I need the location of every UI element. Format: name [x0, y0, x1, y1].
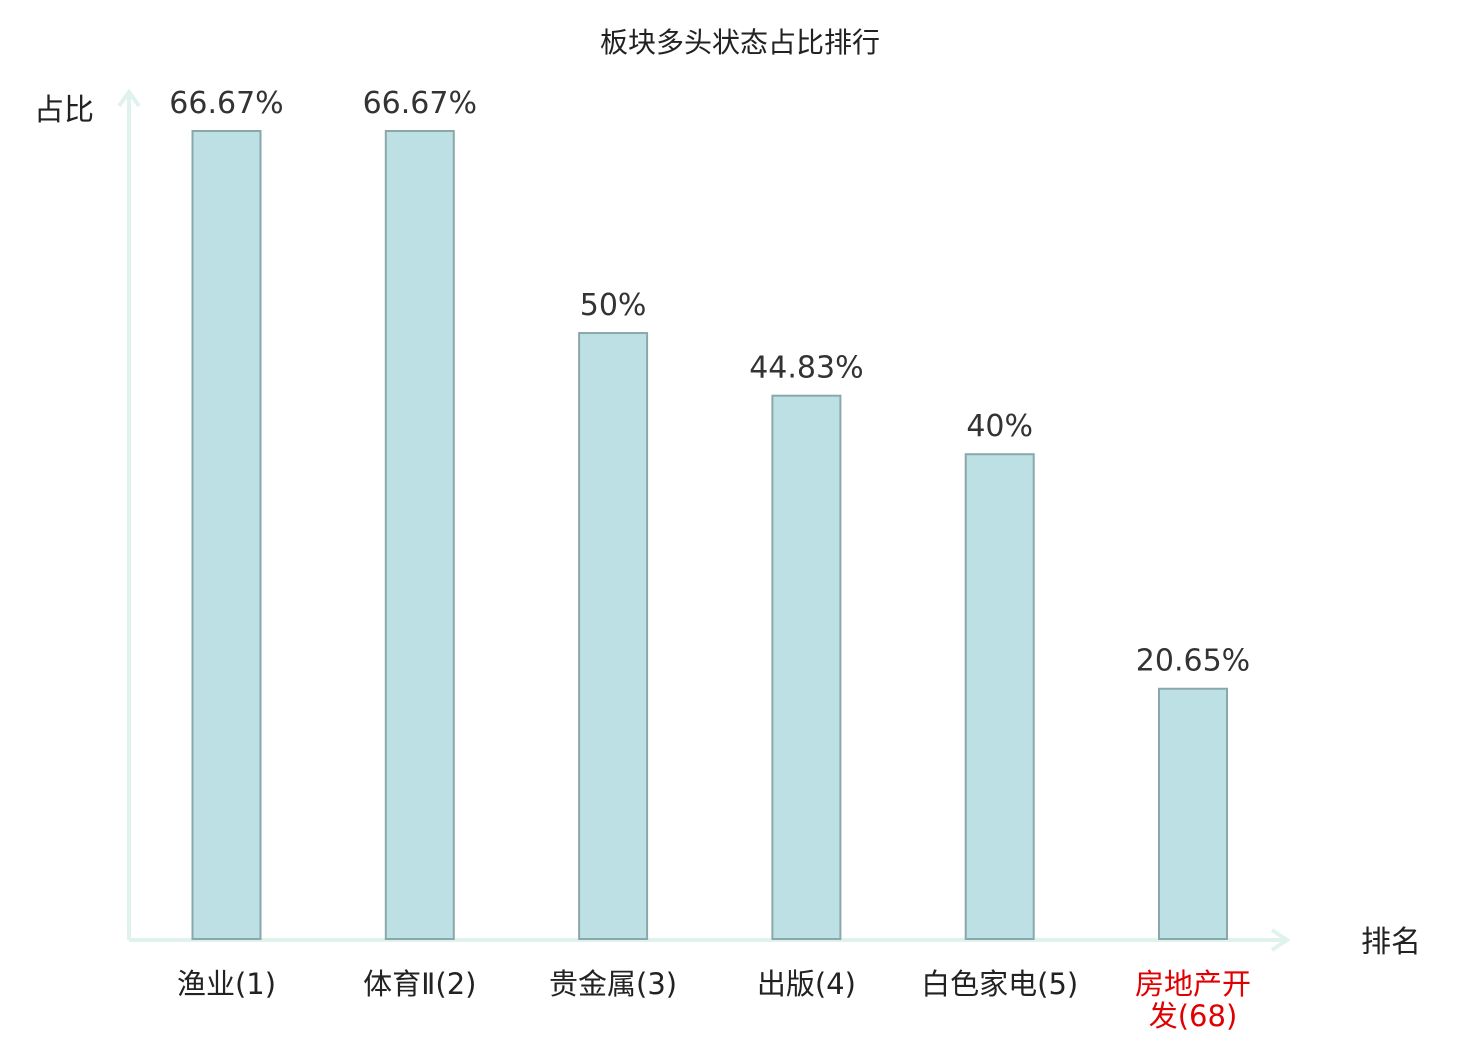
bar	[1158, 687, 1228, 940]
chart-title: 板块多头状态占比排行	[600, 26, 880, 59]
x-tick-label: 白色家电(5)	[921, 967, 1078, 1001]
y-axis-label: 占比	[34, 93, 94, 128]
y-axis-arrow-icon	[117, 88, 141, 108]
bar-series: 66.67% 渔业(1) 66.67% 体育Ⅱ(2) 50% 贵金属(3) 44.83% 出版…	[169, 86, 1251, 1033]
x-tick-label: 贵金属(3)	[549, 967, 677, 1001]
bar	[964, 453, 1035, 940]
x-tick-label: 房地产开发(68)	[1135, 967, 1251, 1033]
bar-value-label: 50%	[580, 288, 647, 323]
bar	[578, 332, 649, 941]
bar	[191, 130, 262, 940]
bar-value-label: 40%	[966, 409, 1033, 444]
x-tick-label: 体育Ⅱ(2)	[363, 967, 476, 1001]
bar	[384, 130, 455, 940]
bar-value-label: 66.67%	[363, 86, 477, 121]
x-tick-label: 渔业(1)	[177, 967, 276, 1001]
x-axis-label: 排名	[1361, 925, 1421, 960]
bar	[771, 394, 842, 940]
bar-value-label: 44.83%	[749, 351, 863, 386]
bar-value-label: 20.65%	[1136, 644, 1250, 679]
x-axis-arrow-icon	[1270, 928, 1291, 952]
x-tick-label: 出版(4)	[757, 967, 856, 1001]
bar-value-label: 66.67%	[169, 86, 283, 121]
